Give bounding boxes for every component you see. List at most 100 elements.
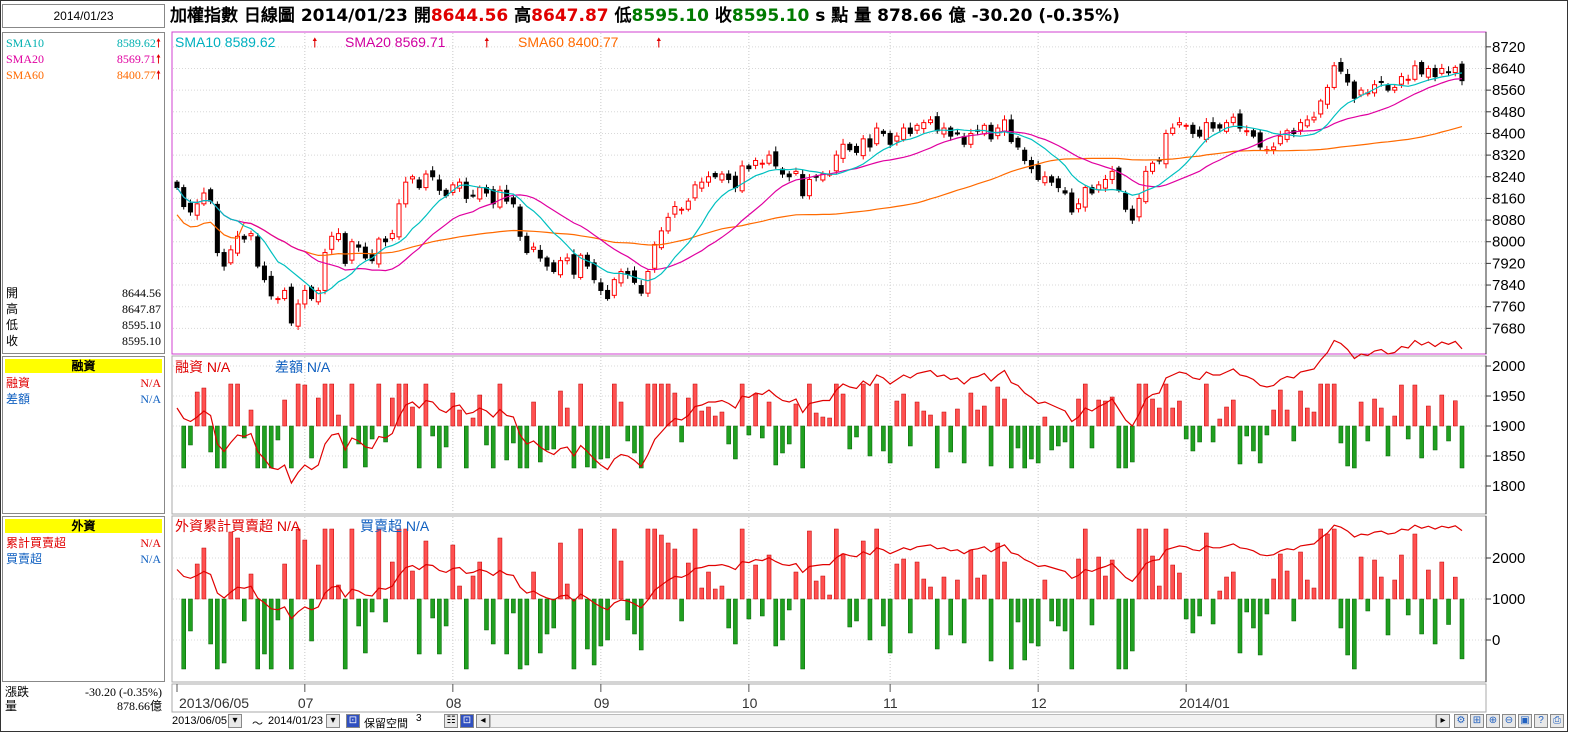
candle-body	[282, 289, 288, 300]
foreign-bar	[1029, 598, 1034, 644]
print-icon[interactable]: ⎙	[1550, 714, 1564, 728]
margin-bar	[1298, 390, 1303, 427]
foreign-bar	[1419, 598, 1424, 635]
margin-bar	[679, 425, 684, 443]
candle-body	[329, 235, 335, 250]
margin-bar	[1204, 383, 1209, 427]
candle-body	[578, 254, 584, 278]
low-label: 低	[614, 6, 632, 26]
margin-bar	[1008, 425, 1014, 469]
price-y-label: 8480	[1492, 104, 1525, 121]
candle-body	[853, 145, 860, 153]
margin-bar	[719, 411, 725, 427]
foreign-bar	[1197, 598, 1202, 617]
foreign-bar	[1271, 578, 1276, 600]
margin-bar	[1230, 399, 1236, 427]
foreign-bar	[316, 564, 321, 600]
legend-sma20: SMA20 8569.71	[345, 34, 446, 50]
zoom-out-icon[interactable]: ⊖	[1502, 714, 1516, 728]
price-panel-border	[171, 31, 1487, 355]
foreign-bar	[860, 540, 866, 600]
foreign-bar	[786, 598, 792, 611]
foreign-bar	[679, 598, 684, 622]
candle-body	[914, 124, 920, 131]
calendar-icon[interactable]: ⊡	[346, 714, 360, 728]
margin-bar	[262, 425, 267, 469]
foreign-bar	[1304, 579, 1310, 600]
foreign-bar	[551, 598, 557, 629]
help-icon[interactable]: ?	[1534, 714, 1548, 728]
candle-body	[981, 124, 987, 135]
margin-bar	[1049, 425, 1054, 451]
zoom-icon[interactable]: ⊡	[460, 714, 474, 728]
foreign-bar	[1257, 598, 1263, 656]
candle-body	[510, 197, 516, 205]
margin-bar	[591, 425, 597, 469]
margin-bar	[1304, 407, 1310, 427]
foreign-y-label: 2000	[1492, 550, 1525, 567]
margin-bar	[369, 425, 375, 440]
candle-body	[732, 175, 738, 189]
candle-body	[860, 138, 866, 157]
margin-bar	[1426, 405, 1431, 427]
candle-body	[773, 151, 779, 167]
scroll-right-button[interactable]: ▸	[1436, 714, 1450, 728]
grid-toggle-icon[interactable]: ☷	[444, 714, 458, 728]
foreign-bar	[383, 598, 388, 623]
foreign-bar	[686, 562, 691, 600]
vol-row: 量 878.66億	[5, 699, 162, 713]
margin-bar	[470, 417, 476, 427]
range-to[interactable]: 2014/01/23	[268, 715, 324, 727]
foreign-bar	[908, 598, 913, 634]
margin-bar	[443, 425, 449, 448]
legend-net: 買賣超 N/A	[360, 518, 430, 534]
sma10-line	[176, 72, 1463, 295]
margin-bar	[457, 409, 462, 427]
margin-bar	[766, 401, 772, 427]
candle-body	[1459, 63, 1465, 82]
foreign-bar	[1177, 572, 1182, 600]
foreign-bar	[813, 580, 819, 600]
margin-bar	[1015, 425, 1021, 449]
margin-bar	[1392, 415, 1397, 427]
margin-bar	[773, 425, 779, 466]
margin-bar	[188, 425, 193, 446]
margin-bar	[706, 406, 711, 427]
foreign-bar	[793, 571, 799, 600]
zoom-fit-icon[interactable]: ⊞	[1470, 714, 1484, 728]
margin-bar	[605, 425, 610, 459]
foreign-bar	[1311, 587, 1317, 600]
margin-bar	[1156, 407, 1162, 427]
camera-icon[interactable]: ▣	[1518, 714, 1532, 728]
candle-body	[934, 116, 940, 132]
open-label: 開	[413, 6, 431, 26]
margin-line	[176, 339, 1463, 485]
from-dropdown-button[interactable]: ▾	[228, 714, 242, 728]
settings-icon[interactable]: ⚙	[1454, 714, 1468, 728]
foreign-bar	[1358, 556, 1364, 600]
foreign-bar	[403, 528, 409, 600]
margin-bar	[780, 425, 785, 454]
candle-body	[517, 206, 523, 237]
margin-bar	[908, 425, 913, 447]
foreign-bar	[1082, 528, 1088, 600]
candle-body	[349, 241, 355, 261]
scroll-left-button[interactable]: ◂	[476, 714, 490, 728]
candle-body	[1358, 89, 1364, 96]
scroll-track[interactable]	[490, 714, 1436, 728]
foreign-bar	[1190, 598, 1196, 634]
foreign-bar	[194, 563, 200, 600]
margin-bar	[201, 387, 207, 427]
zoom-in-icon[interactable]: ⊕	[1486, 714, 1500, 728]
foreign-bar	[1385, 598, 1391, 636]
candle-body	[1197, 129, 1203, 137]
candle-body	[1082, 187, 1088, 208]
range-from[interactable]: 2013/06/05	[172, 715, 228, 727]
margin-bar	[934, 425, 940, 469]
foreign-bar	[975, 577, 980, 600]
margin-panel-border	[171, 355, 1487, 515]
high-value: 8647.87	[531, 6, 609, 26]
margin-bar	[1284, 409, 1290, 427]
margin-bar	[598, 425, 604, 460]
to-dropdown-button[interactable]: ▾	[326, 714, 340, 728]
